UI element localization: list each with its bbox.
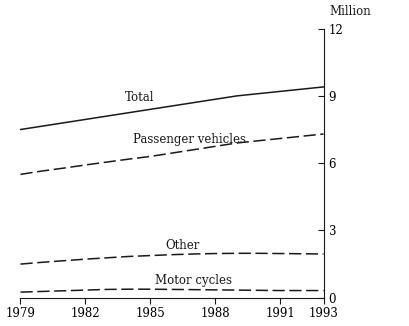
- Text: Passenger vehicles: Passenger vehicles: [133, 133, 245, 146]
- Text: Motor cycles: Motor cycles: [155, 274, 231, 287]
- Text: Million: Million: [329, 5, 371, 18]
- Text: Total: Total: [124, 91, 154, 104]
- Text: Other: Other: [165, 239, 200, 252]
